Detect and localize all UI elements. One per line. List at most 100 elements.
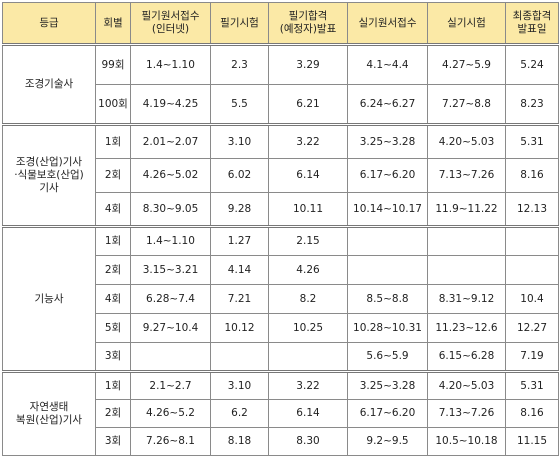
round-cell: 5회 xyxy=(95,313,131,343)
date-cell: 3.29 xyxy=(268,43,348,85)
date-cell: 8.16 xyxy=(505,158,559,193)
date-cell: 8.30~9.05 xyxy=(130,192,211,227)
date-cell: 2.15 xyxy=(268,225,348,256)
round-cell: 1회 xyxy=(95,370,131,400)
date-cell: 4.20~5.03 xyxy=(427,370,506,400)
group-text: 조경(산업)기사 xyxy=(15,156,83,168)
row: 기능사 1회 1.4~1.10 1.27 2.15 xyxy=(2,225,559,372)
header-text: 필기합격 xyxy=(288,10,328,22)
header-cell: 등급 xyxy=(2,2,96,45)
date-cell: 6.28~7.4 xyxy=(130,284,211,314)
date-cell: 9.2~9.5 xyxy=(347,427,428,456)
header-cell: 실기시험 xyxy=(427,2,506,45)
group-text: 복원(산업)기사 xyxy=(15,414,83,426)
date-cell: 8.31~9.12 xyxy=(427,284,506,314)
date-cell: 6.21 xyxy=(268,84,348,125)
date-cell: 8.16 xyxy=(505,399,559,428)
header-text: 실기원서접수 xyxy=(358,16,417,29)
date-cell: 4.27~5.9 xyxy=(427,43,506,85)
round-cell: 3회 xyxy=(95,427,131,456)
date-cell: 6.24~6.27 xyxy=(347,84,428,125)
round-cell: 4회 xyxy=(95,192,131,227)
date-cell: 2.3 xyxy=(210,43,269,85)
header-cell: 회별 xyxy=(95,2,131,45)
date-cell: 3.22 xyxy=(268,370,348,400)
date-cell: 3.25~3.28 xyxy=(347,370,428,400)
date-cell: 4.26~5.2 xyxy=(130,399,211,428)
empty-cell xyxy=(347,255,428,285)
header-text: 필기시험 xyxy=(220,16,259,29)
date-cell: 4.26~5.02 xyxy=(130,158,211,193)
date-cell: 8.2 xyxy=(268,284,348,314)
header-cell: 필기원서접수 (인터넷) xyxy=(130,2,211,45)
empty-cell xyxy=(210,342,269,372)
group-text: 기능사 xyxy=(34,292,64,305)
date-cell: 7.26~8.1 xyxy=(130,427,211,456)
empty-cell xyxy=(130,342,211,372)
date-cell: 11.15 xyxy=(505,427,559,456)
date-cell: 5.6~5.9 xyxy=(347,342,428,372)
row: 조경기술사 99회 1.4~1.10 2.3 3.29 4.1~4.4 4.27~5.9 5.… xyxy=(2,43,559,125)
header-text: 발표일 xyxy=(517,23,547,35)
date-cell: 4.19~4.25 xyxy=(130,84,211,125)
group-name: 조경기술사 xyxy=(2,43,96,125)
row: 조경(산업)기사 ·식물보호(산업) 기사 1회 2.01~2.07 3.10 3.22 3.… xyxy=(2,123,559,227)
row: 자연생태 복원(산업)기사 1회 2.1~2.7 3.10 3.22 3.25~3.28 4.… xyxy=(2,370,559,456)
empty-cell xyxy=(347,225,428,256)
empty-cell xyxy=(427,255,506,285)
date-cell: 9.28 xyxy=(210,192,269,227)
date-cell: 5.31 xyxy=(505,123,559,159)
group-text: ·식물보호(산업) xyxy=(14,169,84,181)
header-text: (인터넷) xyxy=(151,23,190,35)
round-cell: 2회 xyxy=(95,399,131,428)
row: 2회 4.26~5.2 6.2 6.14 6.17~6.20 7.13~7.26 8.16 xyxy=(3,399,559,428)
schedule-table: 등급 회별 필기원서접수 (인터넷) 필기시험 필기합격 (예정자)발표 실기원서접수 실기시험… xyxy=(2,2,559,456)
date-cell: 7.13~7.26 xyxy=(427,399,506,428)
date-cell: 7.21 xyxy=(210,284,269,314)
header-text: (예정자)발표 xyxy=(279,23,337,35)
date-cell: 8.30 xyxy=(268,427,348,456)
date-cell: 10.28~10.31 xyxy=(347,313,428,343)
date-cell: 1.4~1.10 xyxy=(130,225,211,256)
group-text: 기사 xyxy=(39,182,59,194)
date-cell: 11.9~11.22 xyxy=(427,192,506,227)
round-cell: 3회 xyxy=(95,342,131,372)
date-cell: 6.14 xyxy=(268,399,348,428)
header-row: 등급 회별 필기원서접수 (인터넷) 필기시험 필기합격 (예정자)발표 실기원서접수 실기시험… xyxy=(2,2,559,45)
date-cell: 1.4~1.10 xyxy=(130,43,211,85)
row: 100회 4.19~4.25 5.5 6.21 6.24~6.27 7.27~8.8 8.2… xyxy=(3,84,559,125)
header-text: 회별 xyxy=(103,16,123,29)
date-cell: 10.5~10.18 xyxy=(427,427,506,456)
round-cell: 100회 xyxy=(95,84,131,125)
round-cell: 1회 xyxy=(95,123,131,159)
date-cell: 6.02 xyxy=(210,158,269,193)
date-cell: 3.22 xyxy=(268,123,348,159)
date-cell: 6.17~6.20 xyxy=(347,158,428,193)
round-cell: 99회 xyxy=(95,43,131,85)
date-cell: 7.19 xyxy=(505,342,559,372)
header-cell: 실기원서접수 xyxy=(347,2,428,45)
group-text: 자연생태 xyxy=(29,401,69,413)
round-cell: 2회 xyxy=(95,158,131,193)
date-cell: 10.14~10.17 xyxy=(347,192,428,227)
round-cell: 1회 xyxy=(95,225,131,256)
date-cell: 10.25 xyxy=(268,313,348,343)
empty-cell xyxy=(505,255,559,285)
date-cell: 1.27 xyxy=(210,225,269,256)
group-name: 기능사 xyxy=(2,225,96,372)
date-cell: 3.15~3.21 xyxy=(130,255,211,285)
row: 4회 8.30~9.05 9.28 10.11 10.14~10.17 11.9~11.2… xyxy=(3,192,559,227)
date-cell: 4.26 xyxy=(268,255,348,285)
round-cell: 4회 xyxy=(95,284,131,314)
empty-cell xyxy=(505,225,559,256)
date-cell: 9.27~10.4 xyxy=(130,313,211,343)
date-cell: 7.27~8.8 xyxy=(427,84,506,125)
group-name: 조경(산업)기사 ·식물보호(산업) 기사 xyxy=(2,123,96,227)
date-cell: 4.14 xyxy=(210,255,269,285)
empty-cell xyxy=(427,225,506,256)
date-cell: 10.4 xyxy=(505,284,559,314)
date-cell: 5.5 xyxy=(210,84,269,125)
date-cell: 3.25~3.28 xyxy=(347,123,428,159)
header-text: 최종합격 xyxy=(512,10,552,22)
